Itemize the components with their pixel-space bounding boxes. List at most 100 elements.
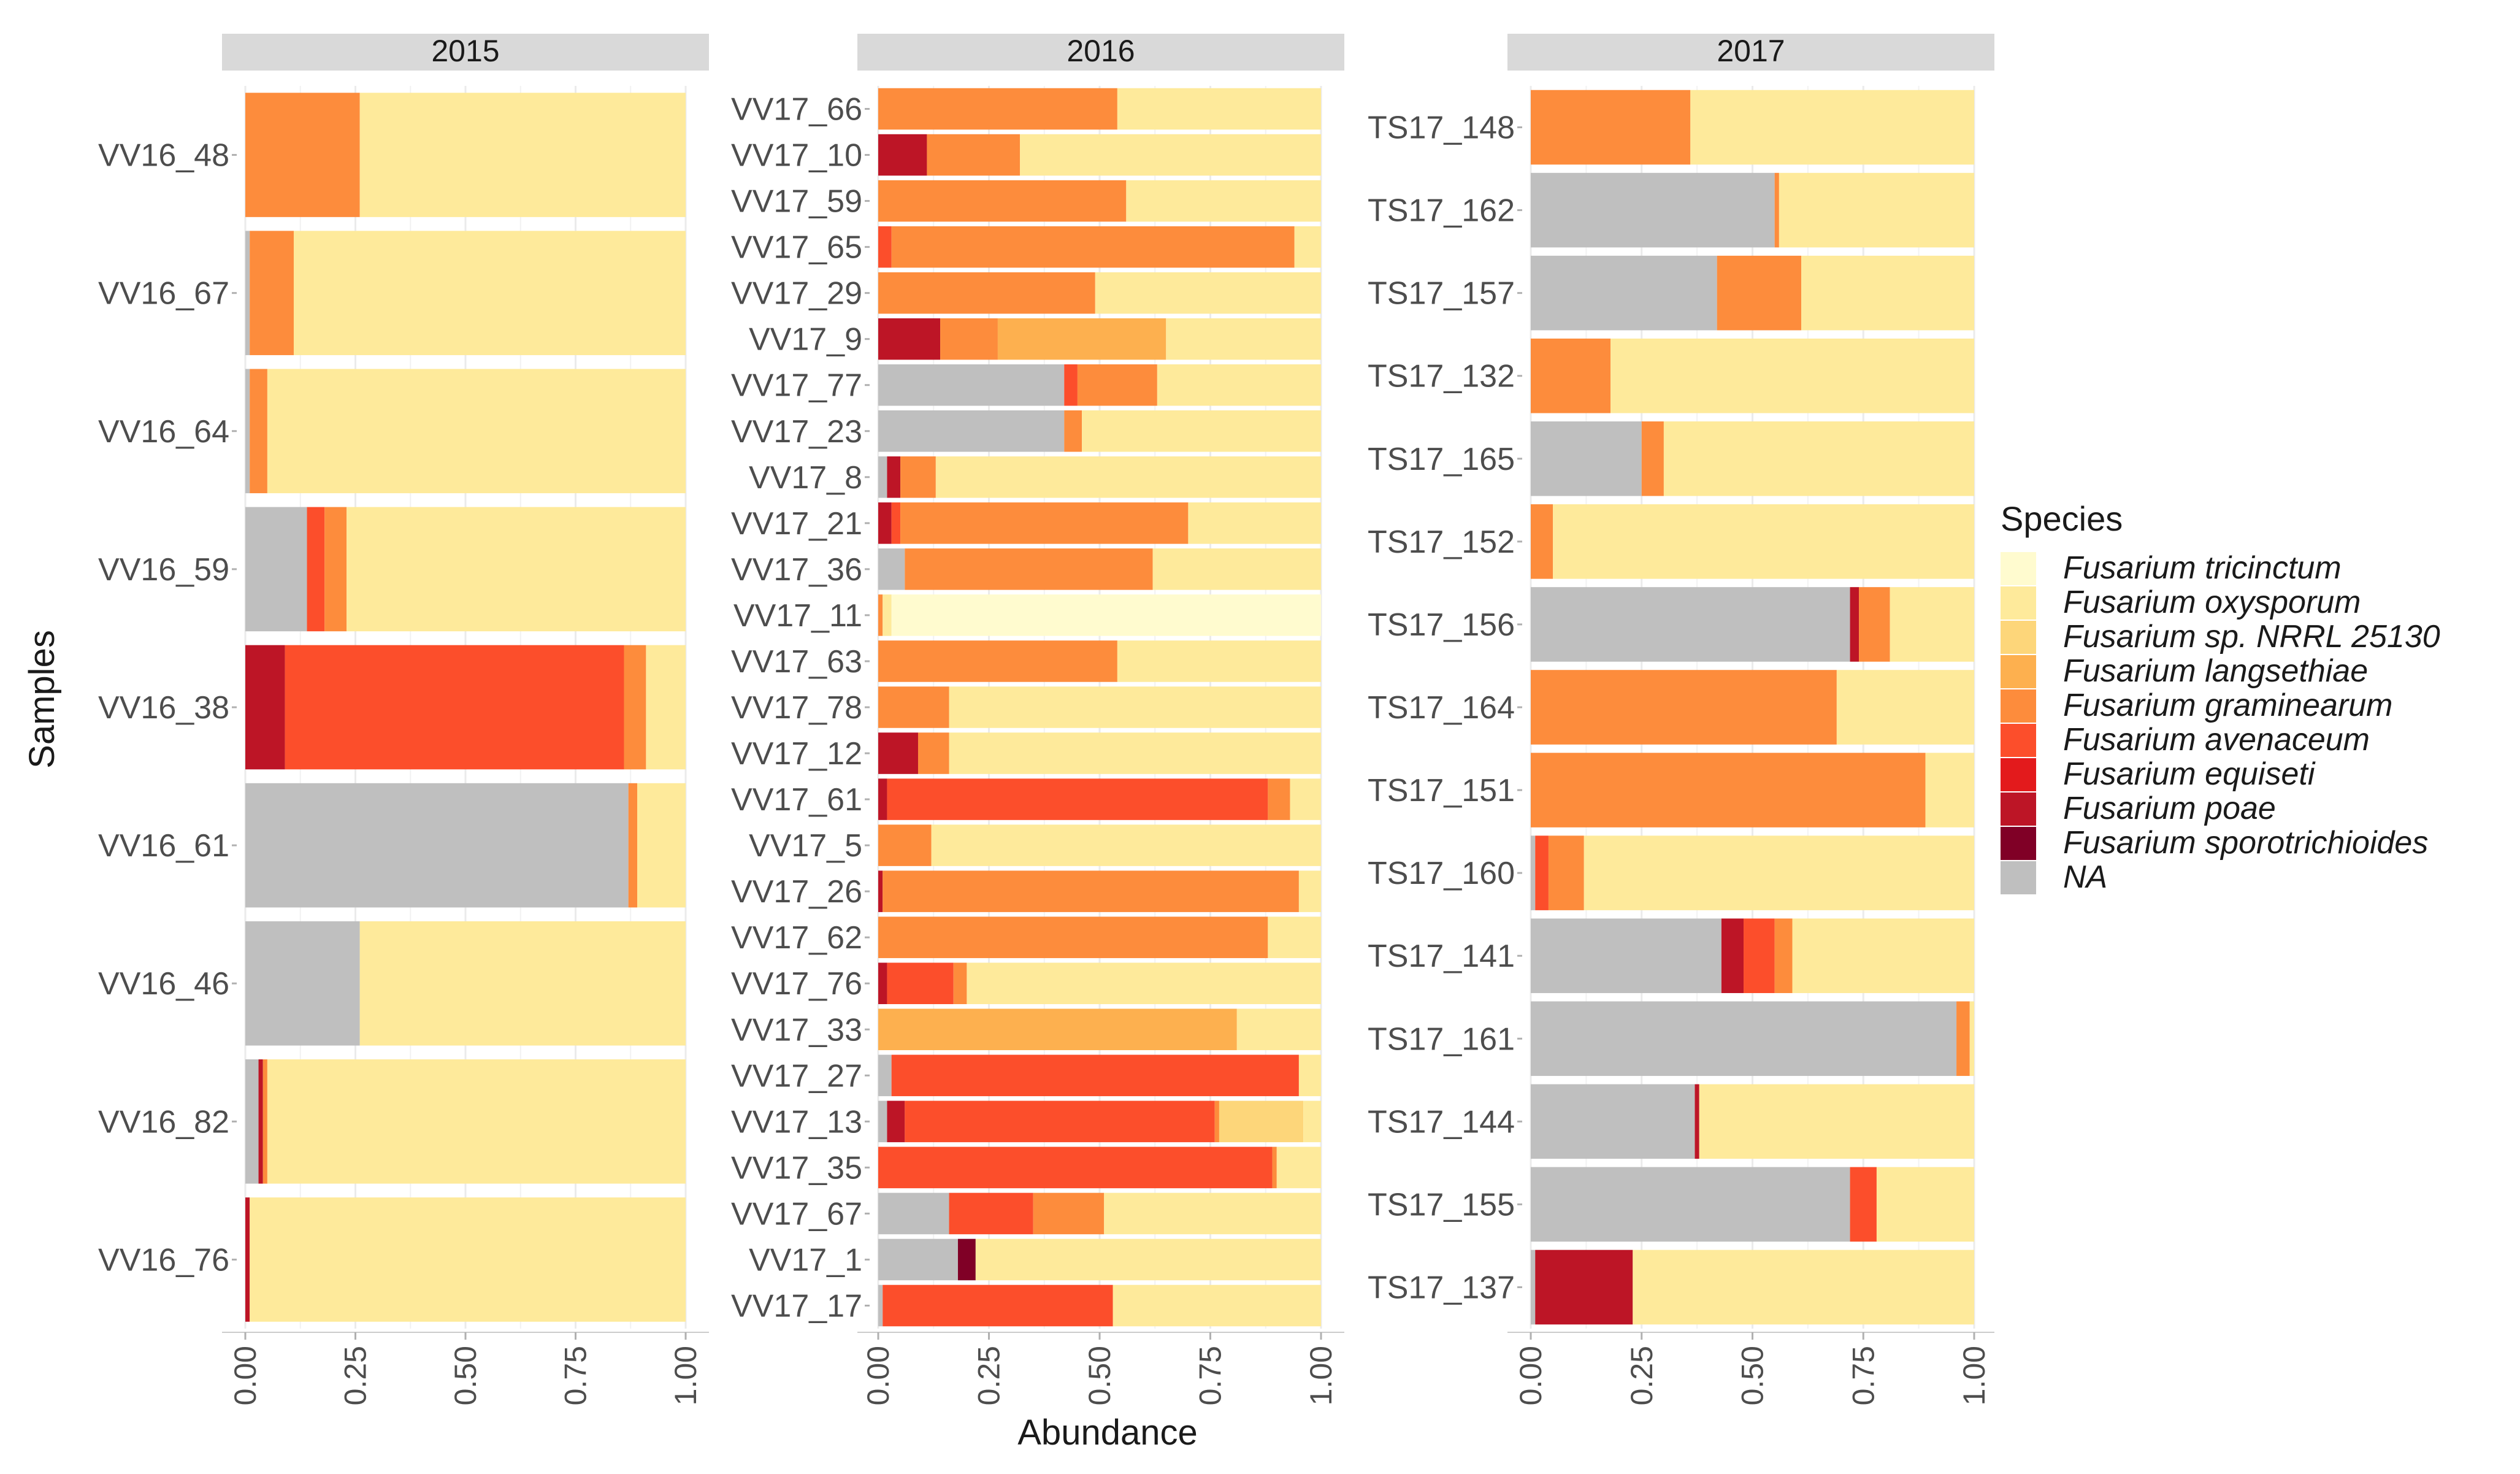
bar-segment-fusarium-avenaceum [285, 645, 624, 770]
legend-swatch [2001, 758, 2036, 791]
y-tick-label: VV17_67 [731, 1196, 862, 1232]
bar-segment-fusarium-graminearum [262, 1059, 267, 1184]
bar-TS17_155 [1531, 1167, 1974, 1242]
facet-strip [222, 34, 709, 71]
bar-segment-fusarium-oxysporum [1633, 1249, 1974, 1325]
bar-segment-fusarium-oxysporum [975, 1238, 1321, 1281]
legend-swatch [2001, 861, 2036, 894]
bar-TS17_144 [1531, 1084, 1974, 1159]
legend-label: Fusarium oxysporum [2063, 585, 2361, 620]
bar-segment-fusarium-poae [878, 778, 887, 820]
y-tick-label: VV17_1 [749, 1242, 862, 1278]
y-tick-label: TS17_161 [1368, 1021, 1515, 1057]
bar-TS17_156 [1531, 587, 1974, 662]
bar-segment-fusarium-poae [878, 502, 892, 544]
bar-segment-fusarium-oxysporum [1836, 670, 1974, 745]
y-tick-label: TS17_144 [1368, 1104, 1515, 1140]
x-tick-label: 0.00 [1514, 1346, 1548, 1405]
bar-segment-fusarium-oxysporum [1157, 364, 1321, 406]
bar-segment-na [878, 410, 1065, 452]
y-tick-label: VV16_48 [98, 138, 229, 174]
y-tick-label: VV17_27 [731, 1058, 862, 1094]
legend-item-fusarium-poae: Fusarium poae [2001, 791, 2276, 826]
bar-segment-fusarium-poae [887, 456, 901, 498]
bar-VV16_67 [245, 231, 686, 355]
bar-segment-fusarium-oxysporum [931, 824, 1321, 866]
x-axis-title: Abundance [1017, 1413, 1197, 1453]
x-tick-label: 0.00 [861, 1346, 895, 1405]
bar-segment-fusarium-graminearum [878, 916, 1268, 958]
bar-VV17_59 [878, 180, 1321, 222]
bar-segment-fusarium-oxysporum [1095, 272, 1321, 314]
bar-segment-fusarium-avenaceum [887, 778, 1268, 820]
bar-VV16_48 [245, 93, 686, 217]
x-tick-label: 0.50 [448, 1346, 483, 1405]
legend-item-fusarium-oxysporum: Fusarium oxysporum [2001, 585, 2361, 620]
x-tick-label: 0.25 [1625, 1346, 1659, 1405]
y-tick-label: VV17_33 [731, 1012, 862, 1048]
bar-segment-fusarium-oxysporum [1166, 318, 1321, 360]
bar-segment-fusarium-oxysporum [1104, 1192, 1321, 1235]
bar-segment-fusarium-oxysporum [267, 1059, 686, 1184]
y-tick-label: TS17_151 [1368, 773, 1515, 808]
legend-label: Fusarium graminearum [2063, 688, 2393, 723]
bar-segment-fusarium-oxysporum [1584, 835, 1974, 910]
bar-segment-na [1531, 1084, 1695, 1159]
bar-segment-na [1531, 918, 1721, 993]
bar-segment-na [1531, 421, 1642, 496]
bar-segment-fusarium-oxysporum [1690, 90, 1974, 165]
bar-segment-fusarium-avenaceum [1064, 364, 1078, 406]
y-tick-label: TS17_155 [1368, 1187, 1515, 1223]
bar-segment-fusarium-graminearum [1717, 255, 1802, 331]
bar-segment-fusarium-oxysporum [250, 1197, 686, 1322]
legend-label: Fusarium avenaceum [2063, 722, 2370, 758]
bar-segment-fusarium-sporotrichioides [957, 1238, 976, 1281]
bar-VV17_8 [878, 456, 1321, 498]
y-tick-label: VV17_65 [731, 230, 862, 266]
y-tick-label: TS17_156 [1368, 607, 1515, 643]
bar-segment-fusarium-graminearum [883, 870, 1299, 912]
bar-segment-fusarium-graminearum [1064, 410, 1082, 452]
bar-segment-fusarium-langsethiae [878, 1008, 1237, 1051]
bar-TS17_164 [1531, 670, 1974, 745]
y-tick-label: VV17_10 [731, 138, 862, 174]
bar-segment-fusarium-langsethiae [997, 318, 1166, 360]
y-tick-label: VV17_78 [731, 690, 862, 726]
bar-segment-fusarium-poae [245, 645, 285, 770]
bar-segment-fusarium-avenaceum [307, 507, 325, 632]
bar-segment-na [1531, 835, 1536, 910]
y-tick-label: VV17_35 [731, 1150, 862, 1186]
bar-segment-na [878, 1100, 887, 1143]
legend-label: Fusarium sporotrichioides [2063, 825, 2428, 861]
bar-segment-fusarium-graminearum [940, 318, 998, 360]
bar-TS17_161 [1531, 1001, 1974, 1077]
legend-swatch [2001, 621, 2036, 654]
bar-segment-fusarium-oxysporum [935, 456, 1321, 498]
bar-VV17_17 [878, 1284, 1321, 1327]
bar-VV16_76 [245, 1197, 686, 1322]
bar-segment-fusarium-oxysporum [1082, 410, 1321, 452]
bar-segment-fusarium-oxysporum [949, 732, 1321, 774]
bar-segment-fusarium-poae [887, 1100, 905, 1143]
legend-item-fusarium-equiseti: Fusarium equiseti [2001, 756, 2316, 792]
y-tick-label: VV17_8 [749, 460, 862, 496]
bar-segment-fusarium-oxysporum [1276, 1146, 1321, 1189]
bar-segment-na [878, 1238, 958, 1281]
bar-segment-fusarium-graminearum [250, 231, 294, 355]
bar-segment-fusarium-avenaceum [1850, 1167, 1877, 1242]
bar-segment-fusarium-oxysporum [359, 93, 686, 217]
legend-swatch [2001, 793, 2036, 826]
y-tick-label: TS17_141 [1368, 939, 1515, 974]
bar-VV17_10 [878, 134, 1321, 176]
y-tick-label: TS17_152 [1368, 524, 1515, 560]
bar-segment-fusarium-oxysporum [1876, 1167, 1974, 1242]
bar-segment-fusarium-graminearum [624, 645, 646, 770]
bar-VV17_12 [878, 732, 1321, 774]
bar-segment-fusarium-poae [1695, 1084, 1699, 1159]
bar-VV17_61 [878, 778, 1321, 820]
legend-swatch [2001, 655, 2036, 688]
bar-TS17_132 [1531, 338, 1974, 413]
bar-segment-fusarium-graminearum [1859, 587, 1890, 662]
